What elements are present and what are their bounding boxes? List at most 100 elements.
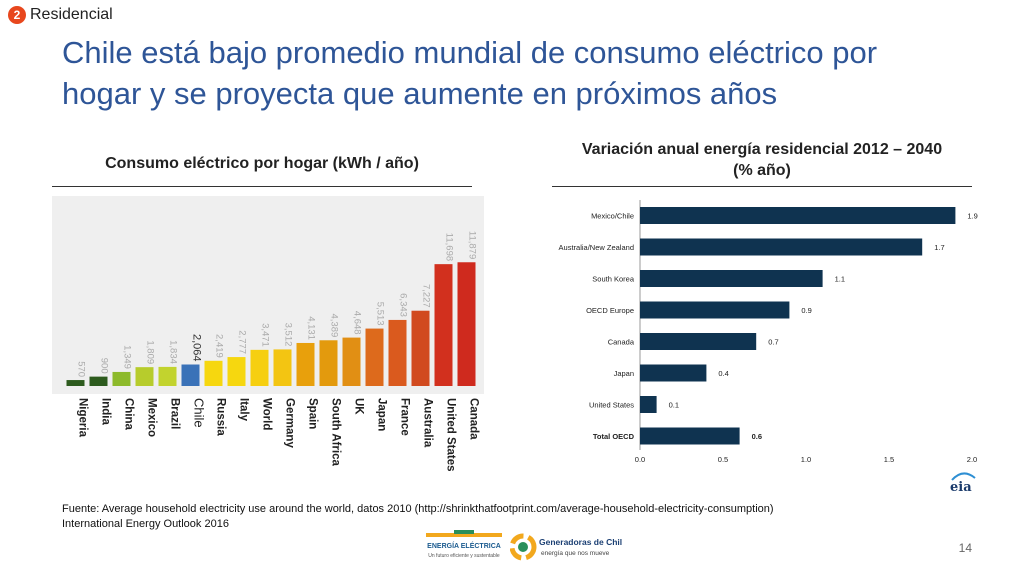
x-tick-label: 0.5 xyxy=(718,455,728,464)
data-label: 1.1 xyxy=(835,275,845,284)
generadoras-logo-name: Generadoras de Chile xyxy=(539,537,622,547)
bar xyxy=(640,301,790,319)
page-number: 14 xyxy=(958,541,972,555)
bar xyxy=(112,371,131,386)
data-label: 1.7 xyxy=(934,243,944,252)
bar xyxy=(135,367,154,386)
category-label: Japan xyxy=(376,398,388,431)
source-line-1: Fuente: Average household electricity us… xyxy=(62,503,774,515)
bar xyxy=(640,333,757,350)
bar xyxy=(227,357,246,386)
data-label: 2,064 xyxy=(191,334,203,362)
bar xyxy=(640,270,823,287)
bar xyxy=(181,364,200,386)
bar xyxy=(158,366,177,386)
data-label: 1,809 xyxy=(145,340,156,364)
residential-growth-chart: Mexico/Chile 1.9 Australia/New Zealand 1.7 S… xyxy=(559,200,978,464)
category-label: United States xyxy=(589,401,634,410)
bar xyxy=(296,342,315,386)
section-label: Residencial xyxy=(30,6,113,23)
data-label: 1,349 xyxy=(122,345,133,369)
data-label: 6,343 xyxy=(398,293,409,317)
bar xyxy=(411,310,430,386)
data-label: 11,698 xyxy=(444,233,455,261)
category-label: Italy xyxy=(238,398,250,422)
bar xyxy=(640,238,923,256)
data-label: 1,834 xyxy=(168,340,179,364)
category-label: Canada xyxy=(608,338,635,347)
section-number-badge: 2 xyxy=(8,6,26,24)
bar xyxy=(640,396,657,413)
data-label: 4,648 xyxy=(352,311,363,335)
bar xyxy=(640,207,956,224)
data-label: 0.7 xyxy=(768,338,778,347)
category-label: India xyxy=(100,398,112,425)
eia-logo: eia xyxy=(950,472,976,494)
category-label: Germany xyxy=(284,398,296,448)
energia-electrica-logo: ENERGÍA ELÉCTRICA Un futuro eficiente y … xyxy=(426,530,502,559)
category-label: Spain xyxy=(307,398,319,429)
x-tick-label: 1.0 xyxy=(801,455,811,464)
generadoras-logo-tagline: energía que nos mueve xyxy=(541,550,610,557)
x-tick-label: 2.0 xyxy=(967,455,977,464)
data-label: 2,419 xyxy=(214,334,225,358)
category-label: Australia/New Zealand xyxy=(559,243,634,252)
x-tick-label: 1.5 xyxy=(884,455,894,464)
page-title: Chile está bajo promedio mundial de cons… xyxy=(62,35,878,111)
left-chart-title: Consumo eléctrico por hogar (kWh / año) xyxy=(105,155,419,172)
category-label: United States xyxy=(445,398,457,472)
category-label: Brazil xyxy=(169,398,181,429)
right-chart-title: Variación anual energía residencial 2012… xyxy=(552,139,972,181)
data-label: 7,227 xyxy=(421,284,432,308)
household-consumption-chart: 570 Nigeria 900 India 1,349 China 1,809 Mexico 1… xyxy=(52,196,484,472)
bar xyxy=(89,376,108,386)
category-label: Nigeria xyxy=(77,398,89,438)
category-label: Total OECD xyxy=(593,432,635,441)
category-label: South Africa xyxy=(330,398,342,467)
data-label: 4,389 xyxy=(329,314,340,338)
data-label: 900 xyxy=(99,358,110,374)
category-label: South Korea xyxy=(592,275,635,284)
category-label: Mexico xyxy=(146,398,158,437)
category-label: China xyxy=(123,398,135,431)
right-chart-title-line2: (% año) xyxy=(733,162,791,179)
category-label: Canada xyxy=(468,398,480,440)
bar xyxy=(319,340,338,386)
generadoras-logo: Generadoras de Chile energía que nos mue… xyxy=(510,533,622,561)
category-label: OECD Europe xyxy=(586,306,634,315)
source-footer: Fuente: Average household electricity us… xyxy=(62,502,774,532)
eia-logo-text: eia xyxy=(950,480,972,494)
bar xyxy=(250,349,269,386)
bar xyxy=(457,262,476,386)
source-line-2: International Energy Outlook 2016 xyxy=(62,518,229,530)
data-label: 0.4 xyxy=(718,369,728,378)
category-label: Mexico/Chile xyxy=(591,212,634,221)
data-label: 570 xyxy=(76,361,87,377)
category-label: Russia xyxy=(215,398,227,436)
data-label: 0.9 xyxy=(801,306,811,315)
bar xyxy=(342,337,361,386)
bar xyxy=(204,360,223,386)
data-label: 11,879 xyxy=(467,231,478,259)
data-label: 1.9 xyxy=(967,212,977,221)
energia-logo-tagline: Un futuro eficiente y sustentable xyxy=(428,553,500,559)
section-tag: 2 Residencial xyxy=(8,6,113,24)
data-label: 5,513 xyxy=(375,302,386,326)
data-label: 0.1 xyxy=(669,401,679,410)
bar xyxy=(365,328,384,386)
category-label: Japan xyxy=(614,369,634,378)
category-label: Australia xyxy=(422,398,434,448)
category-label: UK xyxy=(353,398,365,415)
left-title-divider xyxy=(52,186,472,187)
data-label: 3,512 xyxy=(283,323,294,347)
data-label: 4,131 xyxy=(306,316,317,340)
right-title-divider xyxy=(552,186,972,187)
category-label: Chile xyxy=(192,398,207,428)
data-label: 3,471 xyxy=(260,323,271,347)
bar xyxy=(273,349,292,386)
right-chart-title-line1: Variación anual energía residencial 2012… xyxy=(581,141,943,158)
bar xyxy=(640,364,707,382)
bar xyxy=(434,264,453,386)
category-label: France xyxy=(399,398,411,436)
data-label: 2,777 xyxy=(237,330,248,354)
